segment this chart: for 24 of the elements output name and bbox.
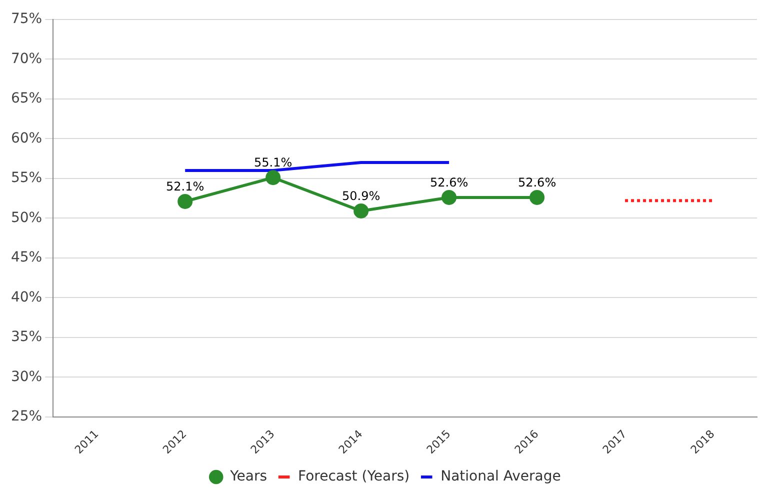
data-label: 50.9% [342,189,380,204]
legend-label: Years [229,468,268,485]
point [178,194,193,209]
point [266,170,281,186]
data-label: 52.1% [166,180,204,194]
data-label: 52.6% [518,176,556,190]
point [354,203,369,218]
y-tick-label: 55% [10,170,42,186]
y-tick-label: 50% [10,210,42,226]
point [442,190,457,205]
y-tick-label: 70% [10,50,42,67]
y-tick-label: 65% [10,90,42,107]
point [530,190,545,205]
data-label: 52.6% [430,176,468,190]
legend-label: Forecast (Years) [298,468,410,485]
y-tick-label: 60% [10,130,42,146]
legend-label: National Average [440,468,561,485]
data-label: 55.1% [254,156,292,170]
y-tick-label: 25% [10,408,42,425]
y-tick-label: 75% [10,11,42,28]
y-tick-label: 35% [10,329,42,346]
y-tick-label: 45% [10,250,42,266]
y-tick-label: 40% [10,289,42,306]
y-tick-label: 30% [10,368,42,385]
